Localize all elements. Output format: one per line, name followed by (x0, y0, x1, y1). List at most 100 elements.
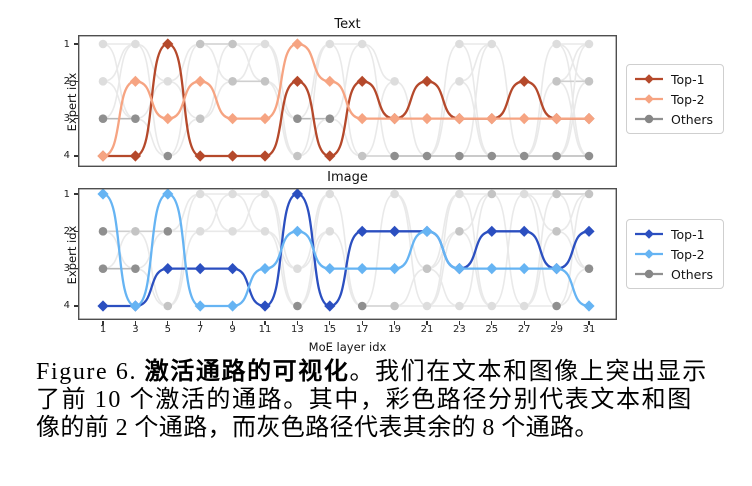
others-path-segment (426, 230, 460, 307)
top1-marker (324, 300, 336, 312)
top2-marker (421, 113, 433, 125)
x-tick-mark (588, 320, 590, 325)
others-path-segment (135, 230, 169, 307)
top2-marker (486, 113, 498, 125)
caption-figure-label: Figure 6. (36, 359, 145, 385)
caption-line-2: 了前 10 个激活的通路。其中，彩色路径分别代表文本和图 (36, 387, 693, 413)
others-dot (195, 39, 205, 49)
legend-item-others: Others (634, 264, 713, 284)
legend-item-label: Top-2 (671, 91, 705, 107)
top2-marker (227, 300, 239, 312)
others-dot (584, 39, 594, 49)
others-dot (519, 189, 529, 199)
x-tick-label: 15 (323, 324, 337, 335)
top1-marker (194, 150, 206, 162)
top1-marker (259, 300, 271, 312)
others-dot (519, 151, 529, 161)
others-dot (584, 189, 594, 199)
others-dot (552, 151, 561, 161)
x-tick-mark (167, 320, 169, 325)
others-path-segment (556, 43, 590, 157)
top2-marker (389, 263, 401, 275)
plot-frame (77, 187, 617, 321)
others-path-segment (200, 193, 233, 233)
top1-marker (389, 225, 401, 237)
top1-marker (518, 75, 530, 87)
others-dot (422, 151, 432, 161)
others-dot (260, 227, 270, 236)
top1-marker (583, 225, 595, 237)
x-tick-label: 3 (132, 324, 139, 335)
caption-line-3: 像的前 2 个通路，而灰色路径代表其余的 8 个通路。 (36, 415, 599, 441)
legend-others-marker-icon (635, 269, 663, 279)
others-dot (325, 114, 335, 123)
top2-marker (486, 263, 498, 275)
top1-marker (227, 150, 239, 162)
others-dot (357, 39, 367, 49)
legend-item-label: Others (671, 266, 714, 282)
others-dot (455, 77, 464, 86)
legend-top-2-marker-icon (635, 94, 663, 104)
others-path-segment (329, 193, 363, 307)
top1-marker (129, 150, 141, 162)
figure-caption: Figure 6. 激活通路的可视化。我们在文本和图像上突出显示 了前 10 个… (36, 358, 748, 442)
y-tick-label: 4 (63, 300, 70, 312)
others-dot (163, 151, 173, 161)
others-dot (390, 77, 399, 86)
image-chart-legend: Top-1 Top-2 Others (626, 219, 725, 289)
legend-item-top-2: Top-2 (634, 89, 713, 109)
others-path-segment (524, 193, 557, 233)
top1-marker (486, 225, 498, 237)
others-path-segment (200, 43, 233, 83)
others-dot (390, 151, 399, 161)
top2-marker (518, 113, 530, 125)
others-dot (584, 77, 594, 86)
y-tick-mark (74, 305, 78, 307)
top2-marker (551, 263, 563, 275)
others-dot (455, 151, 464, 161)
others-dot (552, 301, 561, 311)
x-tick-label: 31 (582, 324, 596, 335)
y-tick-mark (74, 230, 78, 232)
caption-bold-title: 激活通路的可视化 (144, 359, 350, 385)
y-tick-label: 3 (63, 113, 70, 125)
others-dot (293, 264, 302, 273)
top1-marker (227, 263, 239, 275)
others-dot (455, 301, 464, 311)
top1-marker (162, 263, 174, 275)
top1-marker (356, 75, 368, 87)
top2-marker (291, 38, 303, 50)
top2-marker (356, 113, 368, 125)
others-path-segment (102, 80, 136, 120)
others-path-segment (459, 43, 492, 83)
others-path-segment (426, 267, 460, 307)
others-dot (131, 227, 140, 236)
x-tick-mark (394, 320, 396, 325)
others-dot (163, 301, 173, 311)
x-tick-label: 27 (517, 324, 531, 335)
others-path-segment (491, 193, 525, 307)
others-path-segment (556, 43, 590, 83)
x-tick-mark (491, 320, 493, 325)
top2-marker (259, 113, 271, 125)
text-chart-plot (77, 34, 617, 168)
others-path-segment (297, 43, 331, 157)
x-tick-label: 19 (388, 324, 401, 335)
others-dot (195, 114, 205, 123)
others-dot (98, 39, 108, 49)
others-dot (98, 77, 108, 86)
legend-top-1-marker-icon (635, 74, 663, 84)
top2-marker (259, 263, 271, 275)
x-tick-label: 11 (258, 324, 272, 335)
x-tick-label: 5 (164, 324, 171, 335)
x-tick-mark (556, 320, 558, 325)
top2-marker (389, 113, 401, 125)
others-dot (293, 114, 302, 123)
x-tick-mark (232, 320, 234, 325)
others-dot (98, 114, 108, 123)
others-dot (163, 77, 173, 86)
others-path-segment (362, 43, 395, 83)
x-tick-label: 23 (453, 324, 466, 335)
others-path-segment (167, 43, 201, 83)
